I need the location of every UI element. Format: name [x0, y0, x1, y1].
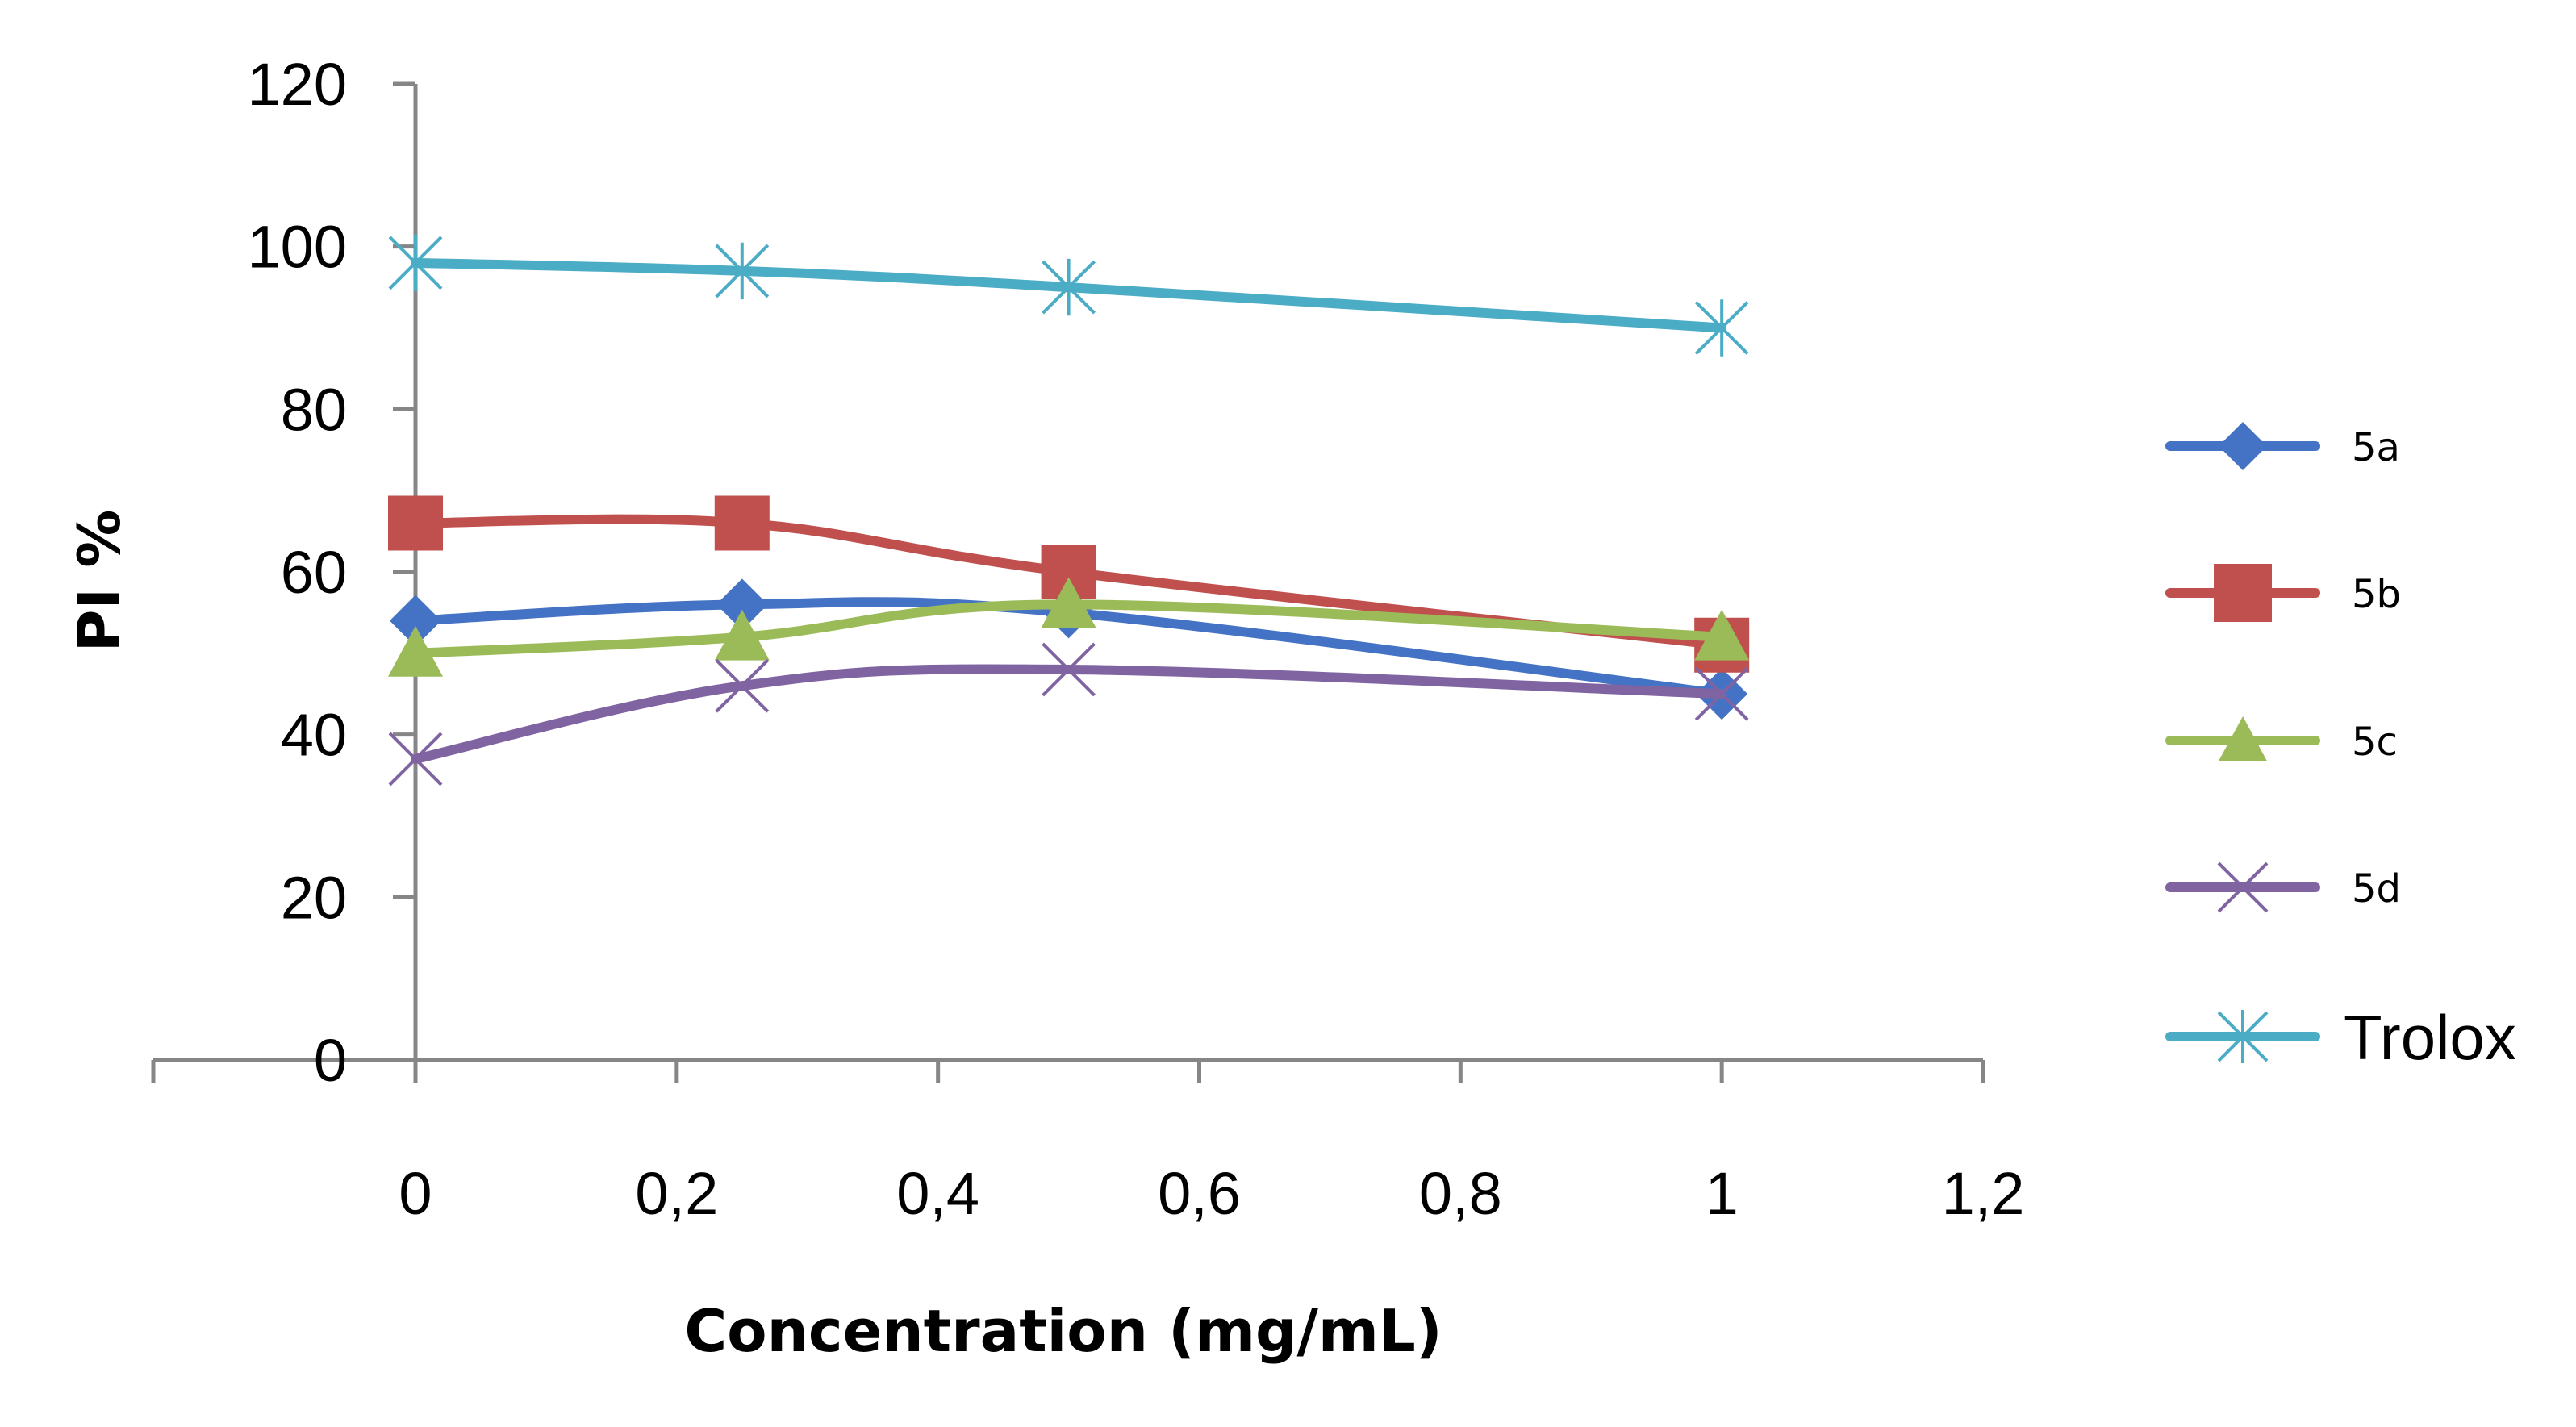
x-tick-label: 0: [399, 1160, 432, 1227]
y-axis-title: PI %: [65, 510, 133, 653]
data-point-5d: [1694, 666, 1749, 721]
x-tick-label: 0,8: [1419, 1160, 1502, 1227]
series-5d: [388, 642, 1749, 787]
data-point-5b: [714, 495, 770, 551]
x-tick-label: 0,4: [896, 1160, 979, 1227]
data-point-trolox: [1694, 299, 1749, 357]
x-axis-title: Concentration (mg/mL): [684, 1297, 1442, 1365]
series-line-trolox: [411, 257, 1727, 333]
legend-marker-stroke: [2217, 862, 2269, 913]
data-point-5c: [388, 625, 443, 677]
legend-marker: [2219, 716, 2267, 761]
x-tick-label: 0,6: [1158, 1160, 1241, 1227]
legend-label: 5c: [2352, 720, 2398, 765]
data-point-trolox: [388, 234, 443, 292]
series-line-5d: [411, 664, 1727, 764]
x-tick-label: 1,2: [1942, 1160, 2025, 1227]
legend-entry-5a: 5a: [2165, 422, 2400, 470]
legend-marker: [2217, 1010, 2269, 1063]
y-tick-label: 100: [248, 214, 347, 281]
x-tick-label: 1: [1706, 1160, 1739, 1227]
y-tick-label: 40: [281, 702, 347, 769]
data-point-5d: [388, 732, 443, 787]
legend-entry-5b: 5b: [2165, 564, 2401, 622]
data-point-5d: [1042, 642, 1096, 697]
series-line-5c: [411, 599, 1727, 658]
legend-label: Trolox: [2344, 1002, 2516, 1073]
legend-entry-trolox: Trolox: [2165, 1002, 2516, 1073]
y-tick-label: 60: [281, 539, 347, 606]
y-tick-label: 120: [248, 51, 347, 118]
legend-label: 5b: [2352, 572, 2401, 617]
legend-label: 5d: [2352, 866, 2401, 912]
data-point-5d-stroke: [1694, 666, 1749, 721]
data-point-5c: [1694, 609, 1750, 661]
y-tick-label: 0: [314, 1027, 347, 1094]
data-point-trolox: [715, 242, 770, 300]
data-point-trolox: [1042, 258, 1096, 316]
data-point-5d-stroke: [388, 732, 443, 787]
legend-entry-5c: 5c: [2165, 716, 2398, 765]
series-trolox: [388, 234, 1749, 357]
y-tick-label: 20: [281, 864, 347, 931]
data-point-5d-stroke: [715, 658, 770, 713]
data-point-5b: [388, 495, 443, 551]
series-layer: [388, 234, 1750, 787]
data-point-5d-stroke: [1042, 642, 1096, 697]
axes: 0 20 40 60 80 100 120 0 0,2 0,4 0,6 0,8 1 1,2: [151, 51, 2025, 1227]
data-point-5a: [716, 578, 768, 631]
legend-entry-5d: 5d: [2165, 862, 2401, 913]
legend-marker: [2219, 422, 2267, 470]
data-point-5c: [714, 609, 770, 661]
data-point-5a: [390, 595, 441, 647]
series-5c: [388, 577, 1750, 677]
x-tick-label: 0,2: [635, 1160, 718, 1227]
data-point-5d: [715, 658, 770, 713]
legend-marker: [2217, 862, 2269, 913]
data-point-5c: [1041, 577, 1096, 628]
legend-marker: [2214, 564, 2272, 622]
y-tick-label: 80: [281, 376, 347, 443]
legend-label: 5a: [2352, 425, 2400, 470]
legend: 5a 5b 5c 5d Trolox: [2165, 422, 2516, 1073]
series-line-5a: [411, 597, 1727, 699]
